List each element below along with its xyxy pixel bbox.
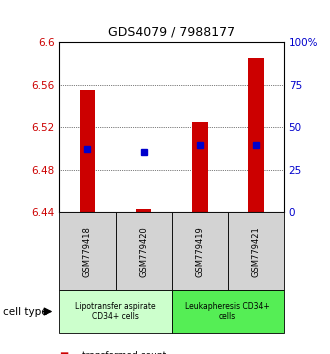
Text: cell type: cell type [3, 307, 48, 316]
Bar [248, 58, 264, 212]
Text: GSM779421: GSM779421 [251, 226, 260, 277]
Bar [80, 90, 95, 212]
Bar [136, 209, 151, 212]
Text: GSM779420: GSM779420 [139, 226, 148, 277]
Title: GDS4079 / 7988177: GDS4079 / 7988177 [108, 25, 235, 39]
Bar [172, 212, 228, 290]
Bar [228, 212, 284, 290]
Text: Lipotransfer aspirate
CD34+ cells: Lipotransfer aspirate CD34+ cells [75, 302, 156, 321]
Bar [115, 212, 172, 290]
Bar [59, 290, 172, 333]
Bar [59, 212, 116, 290]
Bar [192, 122, 208, 212]
Text: Leukapheresis CD34+
cells: Leukapheresis CD34+ cells [185, 302, 270, 321]
Bar [172, 290, 284, 333]
Text: GSM779418: GSM779418 [83, 226, 92, 277]
Text: GSM779419: GSM779419 [195, 226, 204, 277]
Text: ■: ■ [59, 351, 69, 354]
Text: transformed count: transformed count [82, 351, 167, 354]
